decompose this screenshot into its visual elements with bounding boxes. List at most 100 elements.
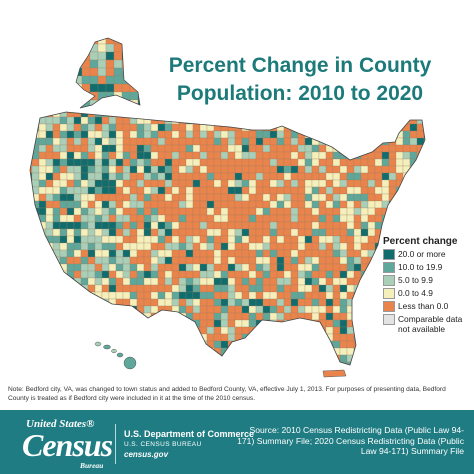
county-cell — [353, 270, 362, 279]
county-cell — [73, 172, 82, 181]
county-cell — [318, 186, 327, 195]
county-cell — [66, 326, 75, 335]
county-cell — [87, 186, 96, 195]
county-cell — [409, 193, 418, 202]
county-cell — [115, 235, 124, 244]
county-cell — [30, 242, 33, 251]
county-cell — [353, 116, 362, 125]
county-cell — [269, 242, 278, 251]
county-cell — [290, 130, 299, 139]
county-cell — [94, 361, 103, 365]
county-cell — [66, 354, 75, 363]
county-cell — [143, 172, 152, 181]
alaska-outline — [75, 37, 141, 109]
county-cell — [283, 186, 292, 195]
county-cell — [262, 200, 271, 209]
county-cell — [402, 221, 411, 230]
county-cell — [283, 361, 292, 365]
county-cell — [367, 340, 376, 349]
county-cell — [115, 326, 124, 335]
county-cell — [395, 361, 404, 365]
county-cell — [283, 137, 292, 146]
county-cell — [206, 354, 215, 363]
county-cell — [248, 340, 257, 349]
county-cell — [255, 235, 264, 244]
county-cell — [122, 221, 131, 230]
county-cell — [360, 333, 369, 342]
county-cell — [367, 200, 376, 209]
county-cell — [402, 354, 411, 363]
county-cell — [311, 165, 320, 174]
county-cell — [206, 326, 215, 335]
county-cell — [108, 228, 117, 237]
county-cell — [206, 200, 215, 209]
county-cell — [241, 256, 250, 265]
county-cell — [30, 179, 33, 188]
county-cell — [297, 193, 306, 202]
county-cell — [220, 116, 229, 125]
county-cell — [276, 333, 285, 342]
county-cell — [276, 235, 285, 244]
county-cell — [248, 179, 257, 188]
county-cell — [38, 263, 47, 272]
county-cell — [143, 228, 152, 237]
county-cell — [255, 186, 264, 195]
county-cell — [178, 221, 187, 230]
county-cell — [164, 186, 173, 195]
county-cell — [332, 270, 341, 279]
county-cell — [346, 172, 355, 181]
county-cell — [360, 200, 369, 209]
county-cell — [339, 354, 348, 363]
county-cell — [346, 137, 355, 146]
county-cell — [234, 256, 243, 265]
county-cell — [59, 347, 68, 356]
county-cell — [31, 326, 40, 335]
county-cell — [220, 179, 229, 188]
county-cell — [374, 277, 383, 286]
county-cell — [374, 112, 383, 118]
county-cell — [213, 165, 222, 174]
county-cell — [416, 207, 425, 216]
county-cell — [31, 179, 40, 188]
county-cell — [108, 137, 117, 146]
county-cell — [339, 165, 348, 174]
county-cell — [283, 277, 292, 286]
county-cell — [38, 151, 47, 160]
county-cell — [283, 298, 292, 307]
county-cell — [339, 319, 348, 328]
county-cell — [178, 277, 187, 286]
county-cell — [136, 144, 145, 153]
county-cell — [234, 235, 243, 244]
county-cell — [206, 214, 215, 223]
county-cell — [290, 144, 299, 153]
website-link[interactable]: census.gov — [124, 450, 169, 459]
county-cell — [283, 340, 292, 349]
county-cell — [66, 151, 75, 160]
county-cell — [129, 249, 138, 258]
county-cell — [409, 130, 418, 139]
county-cell — [290, 207, 299, 216]
county-cell — [241, 200, 250, 209]
county-cell — [234, 130, 243, 139]
county-cell — [143, 305, 152, 314]
county-cell — [199, 172, 208, 181]
county-cell — [339, 277, 348, 286]
county-cell — [129, 137, 138, 146]
county-cell — [409, 151, 418, 160]
county-cell — [248, 333, 257, 342]
county-cell — [318, 298, 327, 307]
county-cell — [52, 172, 61, 181]
county-cell — [199, 112, 208, 118]
county-cell — [374, 158, 383, 167]
county-cell — [325, 347, 334, 356]
county-cell — [325, 284, 334, 293]
county-cell — [185, 130, 194, 139]
county-cell — [249, 369, 256, 376]
county-cell — [367, 214, 376, 223]
county-cell — [150, 333, 159, 342]
county-cell — [262, 172, 271, 181]
county-cell — [31, 361, 40, 365]
county-cell — [73, 249, 82, 258]
county-cell — [213, 312, 222, 321]
county-cell — [164, 214, 173, 223]
